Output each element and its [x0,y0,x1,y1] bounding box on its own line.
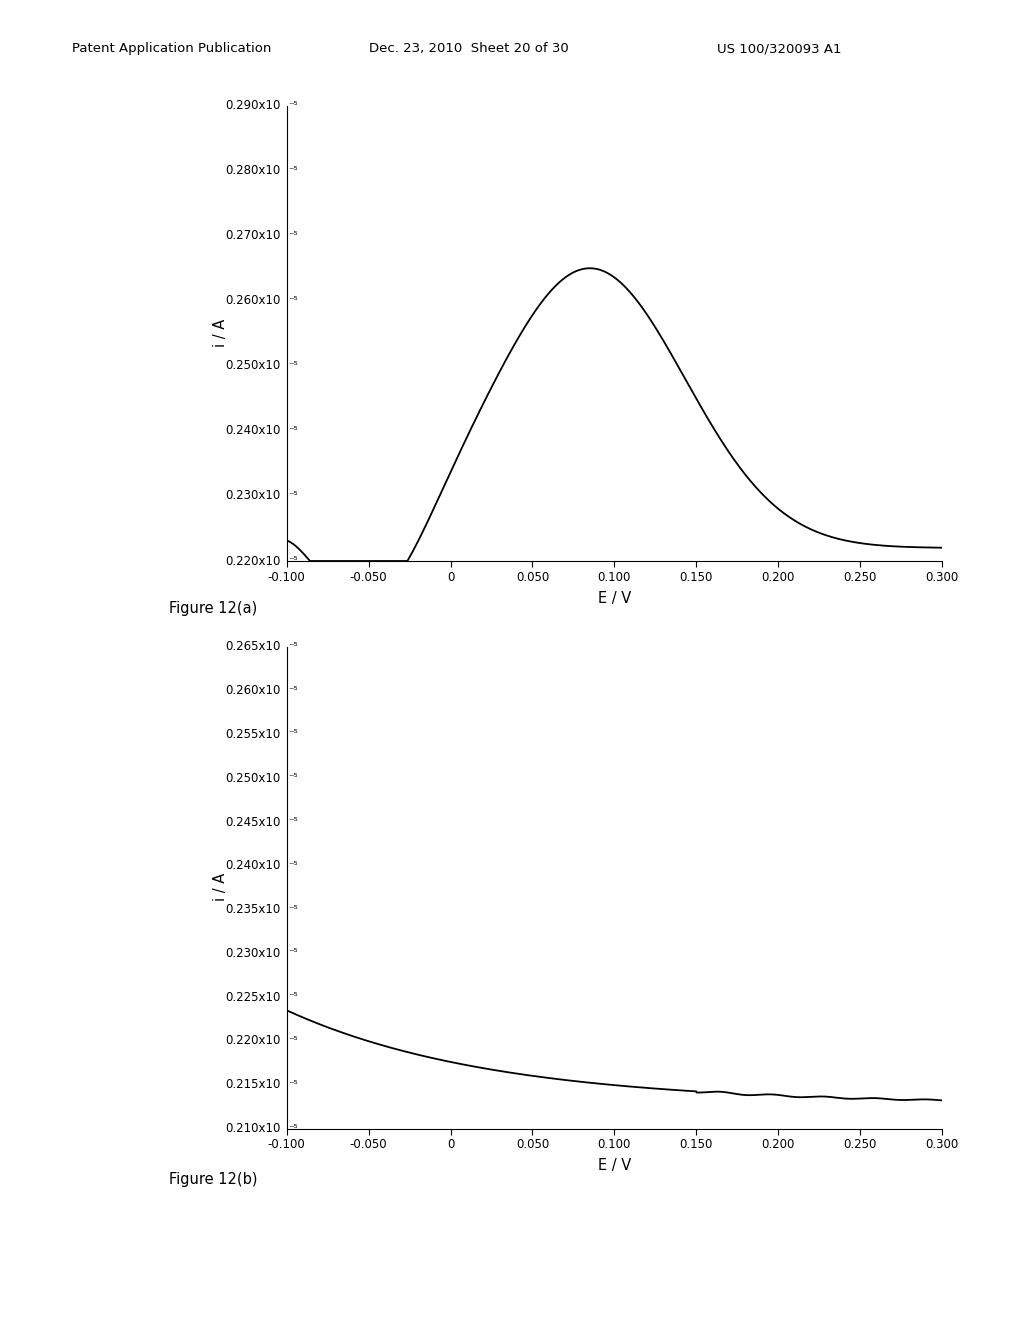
Text: 0.230x10: 0.230x10 [225,946,281,960]
Text: 0.255x10: 0.255x10 [225,727,281,741]
Text: ⁻⁵: ⁻⁵ [288,904,298,915]
Text: 0.270x10: 0.270x10 [225,230,281,242]
Text: Figure 12(a): Figure 12(a) [169,601,257,615]
Text: ⁻⁵: ⁻⁵ [288,993,298,1002]
Text: 0.225x10: 0.225x10 [225,991,281,1003]
Text: ⁻⁵: ⁻⁵ [288,685,298,696]
Text: 0.235x10: 0.235x10 [225,903,281,916]
Text: 0.240x10: 0.240x10 [225,425,281,437]
Text: Patent Application Publication: Patent Application Publication [72,42,271,55]
Text: ⁻⁵: ⁻⁵ [288,426,298,436]
Text: 0.250x10: 0.250x10 [225,359,281,372]
Text: 0.290x10: 0.290x10 [225,99,281,112]
Text: 0.220x10: 0.220x10 [225,1035,281,1048]
Text: US 100/320093 A1: US 100/320093 A1 [717,42,842,55]
Text: 0.240x10: 0.240x10 [225,859,281,873]
Text: ⁻⁵: ⁻⁵ [288,296,298,306]
Text: i / A: i / A [213,873,227,902]
Text: ⁻⁵: ⁻⁵ [288,730,298,739]
Text: ⁻⁵: ⁻⁵ [288,1036,298,1045]
Text: ⁻⁵: ⁻⁵ [288,948,298,958]
Text: 0.260x10: 0.260x10 [225,294,281,308]
Text: ⁻⁵: ⁻⁵ [288,556,298,566]
Text: ⁻⁵: ⁻⁵ [288,231,298,240]
X-axis label: E / V: E / V [598,590,631,606]
Text: ⁻⁵: ⁻⁵ [288,491,298,502]
Text: 0.220x10: 0.220x10 [225,554,281,568]
Text: ⁻⁵: ⁻⁵ [288,100,298,111]
Text: 0.250x10: 0.250x10 [225,772,281,784]
Text: ⁻⁵: ⁻⁵ [288,642,298,652]
Text: 0.210x10: 0.210x10 [225,1122,281,1135]
Text: 0.260x10: 0.260x10 [225,684,281,697]
Text: ⁻⁵: ⁻⁵ [288,165,298,176]
Text: 0.215x10: 0.215x10 [225,1078,281,1092]
Text: ⁻⁵: ⁻⁵ [288,360,298,371]
Text: 0.245x10: 0.245x10 [225,816,281,829]
Text: ⁻⁵: ⁻⁵ [288,817,298,828]
Text: Dec. 23, 2010  Sheet 20 of 30: Dec. 23, 2010 Sheet 20 of 30 [369,42,568,55]
Text: ⁻⁵: ⁻⁵ [288,1080,298,1090]
Text: 0.280x10: 0.280x10 [225,164,281,177]
Text: 0.230x10: 0.230x10 [225,490,281,503]
Text: ⁻⁵: ⁻⁵ [288,1123,298,1134]
Text: i / A: i / A [213,318,227,347]
X-axis label: E / V: E / V [598,1158,631,1173]
Text: 0.265x10: 0.265x10 [225,640,281,653]
Text: ⁻⁵: ⁻⁵ [288,861,298,871]
Text: Figure 12(b): Figure 12(b) [169,1172,257,1187]
Text: ⁻⁵: ⁻⁵ [288,774,298,783]
